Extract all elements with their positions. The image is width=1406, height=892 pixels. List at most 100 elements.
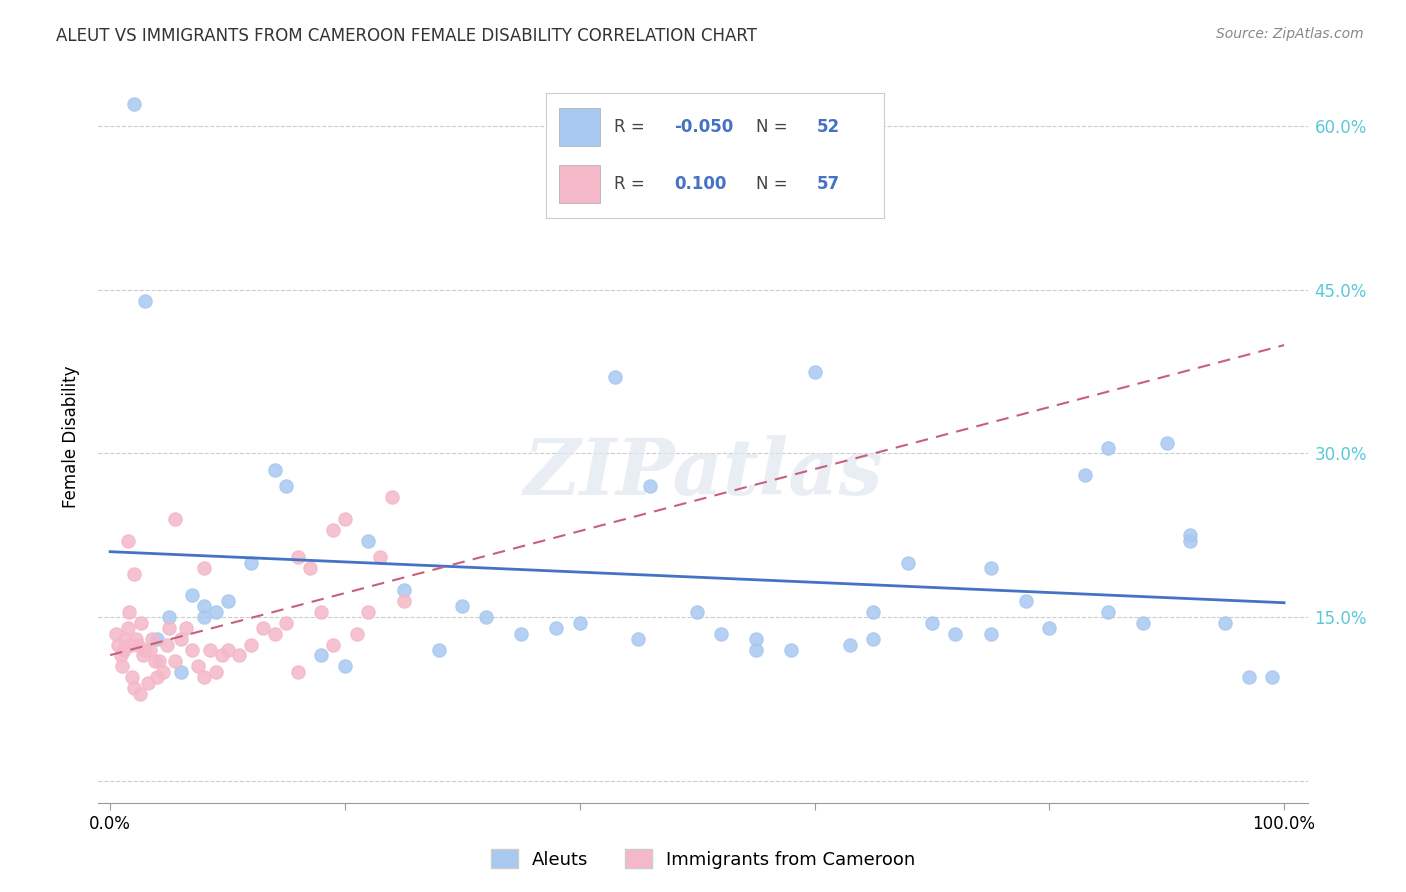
Point bbox=[368, 550, 391, 565]
Point bbox=[392, 594, 415, 608]
Point bbox=[176, 621, 198, 635]
Point bbox=[945, 626, 967, 640]
Point bbox=[276, 615, 298, 630]
Point bbox=[1156, 435, 1178, 450]
Point bbox=[287, 550, 309, 565]
Point bbox=[322, 523, 344, 537]
Point bbox=[107, 638, 129, 652]
Point bbox=[862, 632, 884, 646]
Point bbox=[1097, 441, 1119, 455]
Point bbox=[122, 681, 145, 695]
Point bbox=[240, 638, 263, 652]
Point bbox=[117, 621, 139, 635]
Point bbox=[134, 293, 156, 308]
Point bbox=[252, 621, 274, 635]
Point bbox=[392, 582, 415, 597]
Point bbox=[333, 512, 356, 526]
Point bbox=[155, 638, 177, 652]
Point bbox=[157, 610, 180, 624]
Text: ZIPatlas: ZIPatlas bbox=[523, 435, 883, 512]
Point bbox=[148, 654, 170, 668]
Point bbox=[1073, 468, 1095, 483]
Point bbox=[546, 621, 568, 635]
Point bbox=[980, 561, 1002, 575]
Point bbox=[146, 632, 169, 646]
Point bbox=[311, 605, 333, 619]
Point bbox=[1180, 528, 1202, 542]
Point bbox=[475, 610, 498, 624]
Point bbox=[118, 605, 141, 619]
Point bbox=[193, 670, 215, 684]
Legend: Aleuts, Immigrants from Cameroon: Aleuts, Immigrants from Cameroon bbox=[484, 842, 922, 876]
Point bbox=[146, 670, 169, 684]
Point bbox=[1097, 605, 1119, 619]
Point bbox=[603, 370, 626, 384]
Y-axis label: Female Disability: Female Disability bbox=[62, 366, 80, 508]
Point bbox=[276, 479, 298, 493]
Point bbox=[980, 626, 1002, 640]
Point bbox=[346, 626, 368, 640]
Point bbox=[287, 665, 309, 679]
Point bbox=[204, 605, 226, 619]
Point bbox=[311, 648, 333, 663]
Point bbox=[120, 638, 142, 652]
Point bbox=[451, 599, 474, 614]
Point bbox=[1237, 670, 1260, 684]
Point bbox=[1180, 533, 1202, 548]
Point bbox=[193, 599, 215, 614]
Point bbox=[1261, 670, 1284, 684]
Point bbox=[157, 621, 180, 635]
Point bbox=[134, 643, 156, 657]
Point bbox=[117, 533, 139, 548]
Point bbox=[114, 632, 136, 646]
Point bbox=[838, 638, 860, 652]
Point bbox=[333, 659, 356, 673]
Point bbox=[187, 659, 209, 673]
Point bbox=[381, 490, 404, 504]
Point bbox=[217, 643, 239, 657]
Point bbox=[263, 463, 285, 477]
Point bbox=[128, 687, 150, 701]
Text: Source: ZipAtlas.com: Source: ZipAtlas.com bbox=[1216, 27, 1364, 41]
Point bbox=[169, 665, 191, 679]
Text: ALEUT VS IMMIGRANTS FROM CAMEROON FEMALE DISABILITY CORRELATION CHART: ALEUT VS IMMIGRANTS FROM CAMEROON FEMALE… bbox=[56, 27, 758, 45]
Point bbox=[105, 626, 128, 640]
Point bbox=[136, 675, 159, 690]
Point bbox=[322, 638, 344, 652]
Point bbox=[193, 561, 215, 575]
Point bbox=[198, 643, 221, 657]
Point bbox=[568, 615, 591, 630]
Point bbox=[427, 643, 450, 657]
Point bbox=[228, 648, 250, 663]
Point bbox=[217, 594, 239, 608]
Point bbox=[510, 626, 533, 640]
Point bbox=[139, 643, 162, 657]
Point bbox=[745, 643, 768, 657]
Point bbox=[263, 626, 285, 640]
Point bbox=[193, 610, 215, 624]
Point bbox=[710, 626, 733, 640]
Point bbox=[357, 605, 380, 619]
Point bbox=[121, 670, 143, 684]
Point bbox=[298, 561, 321, 575]
Point bbox=[129, 615, 152, 630]
Point bbox=[125, 632, 148, 646]
Point bbox=[1015, 594, 1038, 608]
Point bbox=[240, 556, 263, 570]
Point bbox=[110, 648, 132, 663]
Point bbox=[163, 512, 186, 526]
Point bbox=[122, 566, 145, 581]
Point bbox=[357, 533, 380, 548]
Point bbox=[921, 615, 943, 630]
Point bbox=[204, 665, 226, 679]
Point bbox=[152, 665, 174, 679]
Point bbox=[686, 605, 709, 619]
Point bbox=[1038, 621, 1060, 635]
Point bbox=[211, 648, 233, 663]
Point bbox=[169, 632, 191, 646]
Point bbox=[141, 632, 163, 646]
Point bbox=[143, 654, 166, 668]
Point bbox=[627, 632, 650, 646]
Point bbox=[1215, 615, 1237, 630]
Point bbox=[163, 654, 186, 668]
